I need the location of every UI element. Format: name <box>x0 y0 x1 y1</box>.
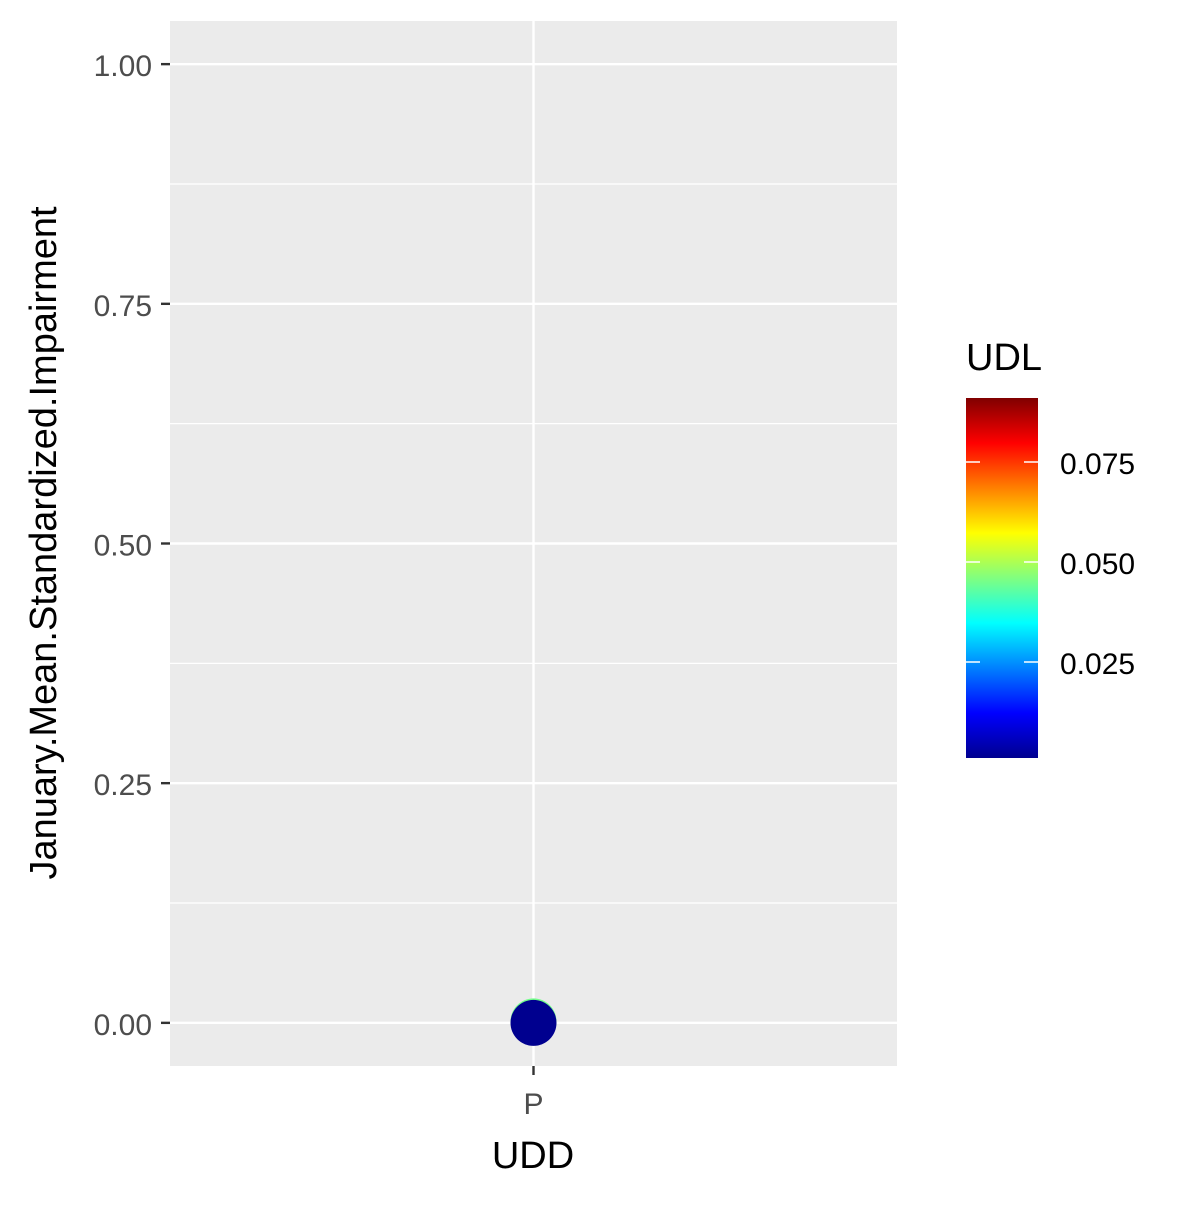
y-axis: 0.00 0.25 0.50 0.75 1.00 <box>94 50 170 1042</box>
x-axis: P <box>523 1066 544 1121</box>
data-points <box>510 998 557 1046</box>
y-tick-label: 0.00 <box>94 1009 152 1042</box>
x-tick-label: P <box>523 1088 543 1121</box>
legend-title: UDL <box>966 337 1042 379</box>
colorbar <box>966 398 1038 758</box>
data-point <box>510 999 557 1046</box>
y-axis-title: January.Mean.Standardized.Impairment <box>23 206 65 880</box>
y-tick-label: 0.50 <box>94 530 152 563</box>
y-tick-label: 0.75 <box>94 290 152 323</box>
colorbar-legend: UDL 0.025 0.050 0.075 <box>966 337 1135 758</box>
grid-lines <box>170 21 897 1066</box>
colorbar-tick-label: 0.050 <box>1060 548 1135 581</box>
colorbar-tick-label: 0.075 <box>1060 448 1135 481</box>
colorbar-tick-label: 0.025 <box>1060 648 1135 681</box>
y-tick-label: 1.00 <box>94 50 152 83</box>
x-axis-title: UDD <box>492 1135 574 1177</box>
y-tick-label: 0.25 <box>94 769 152 802</box>
